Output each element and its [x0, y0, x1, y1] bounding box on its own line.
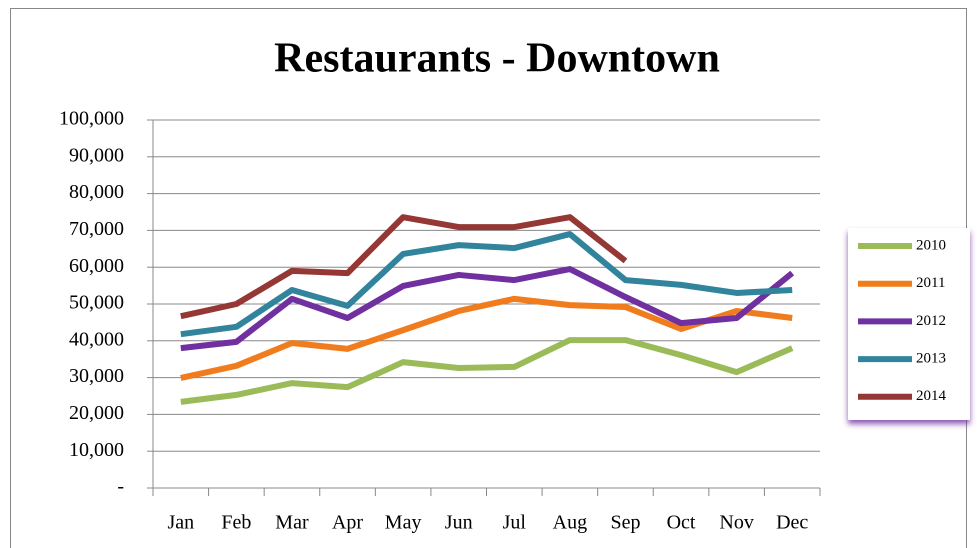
legend-label: 2011 — [916, 275, 945, 291]
series-line — [180, 266, 795, 352]
x-tick-label: Oct — [667, 512, 696, 534]
series-line — [180, 231, 793, 338]
x-tick-label: May — [385, 512, 422, 534]
y-tick-label: 40,000 — [69, 328, 124, 350]
x-tick-label: Sep — [610, 512, 640, 534]
x-tick-label: Dec — [776, 512, 808, 534]
x-tick-label: Nov — [719, 512, 753, 534]
y-tick-label: 50,000 — [69, 292, 124, 314]
y-tick-label: 80,000 — [69, 181, 124, 203]
y-tick-label: 60,000 — [69, 255, 124, 277]
series-line — [180, 214, 628, 320]
chart-title: Restaurants - Downtown — [274, 36, 720, 82]
x-tick-label: Jun — [445, 512, 473, 534]
legend-label: 2010 — [916, 237, 946, 253]
y-tick-label: - — [117, 476, 124, 498]
y-tick-label: 30,000 — [69, 365, 124, 387]
y-tick-label: 100,000 — [59, 108, 124, 130]
y-tick-label: 20,000 — [69, 402, 124, 424]
legend-label: 2014 — [916, 388, 947, 404]
y-tick-label: 90,000 — [69, 144, 124, 166]
x-tick-label: Mar — [275, 512, 309, 534]
series-line — [180, 295, 793, 381]
legend-label: 2013 — [916, 351, 946, 367]
legend-label: 2012 — [916, 313, 946, 329]
x-tick-label: Jan — [167, 512, 194, 534]
x-tick-label: Feb — [221, 512, 251, 534]
x-tick-label: Apr — [332, 512, 363, 534]
y-tick-label: 10,000 — [69, 439, 124, 461]
y-tick-label: 70,000 — [69, 218, 124, 240]
x-tick-label: Aug — [553, 512, 587, 534]
x-tick-label: Jul — [503, 512, 527, 534]
series-line — [180, 337, 794, 405]
